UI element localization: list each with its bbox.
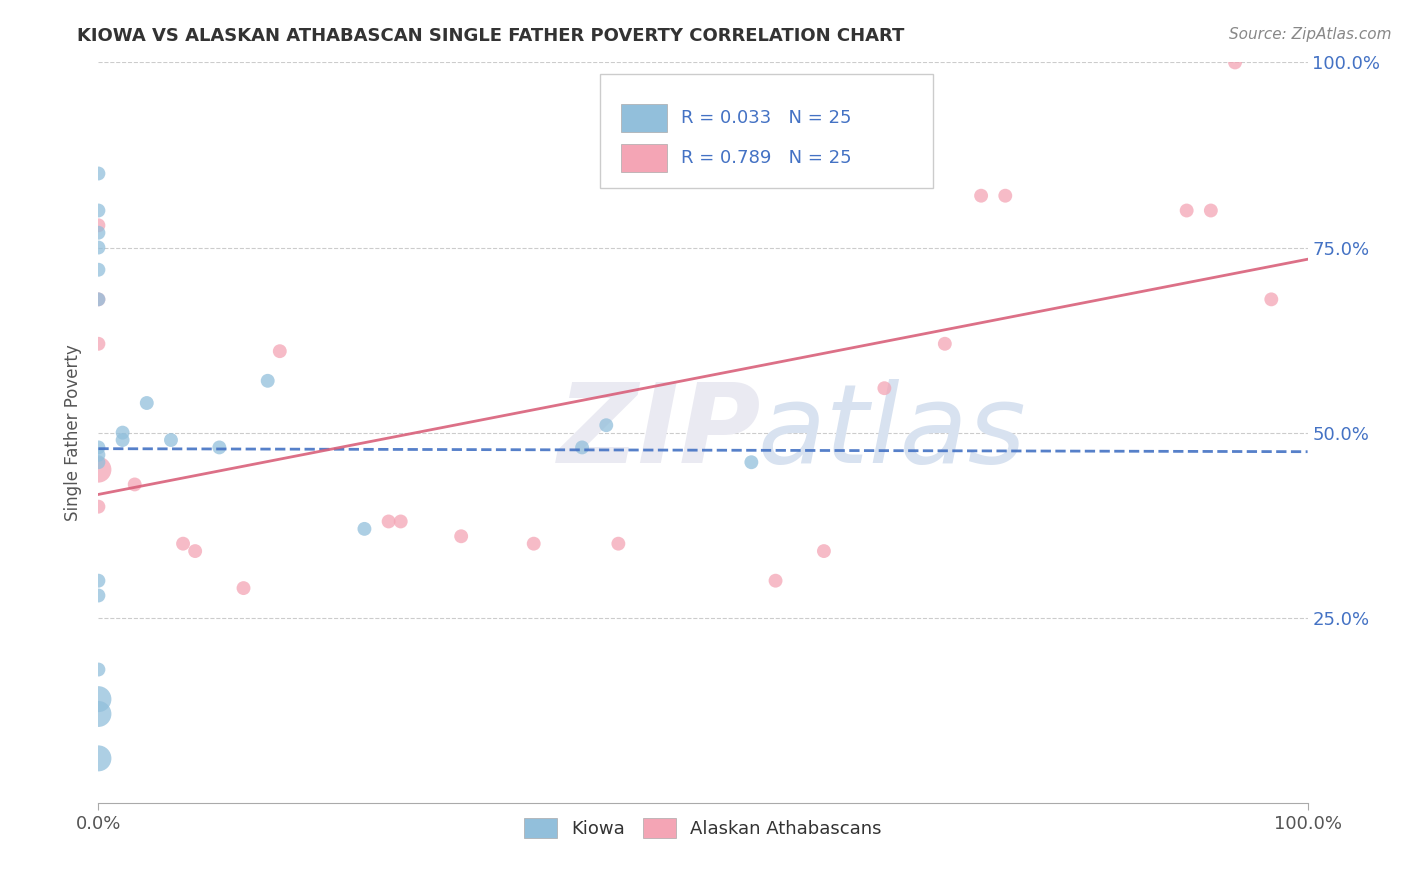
FancyBboxPatch shape [600, 73, 932, 188]
Point [87, 574, 110, 588]
Point [740, 455, 762, 469]
Point [256, 374, 278, 388]
Point [87, 203, 110, 218]
Point [232, 581, 254, 595]
Point [1175, 203, 1198, 218]
Text: atlas: atlas [758, 379, 1026, 486]
Point [87, 706, 110, 721]
Point [1223, 55, 1246, 70]
FancyBboxPatch shape [621, 104, 666, 132]
Point [87, 663, 110, 677]
Text: R = 0.789   N = 25: R = 0.789 N = 25 [682, 149, 852, 167]
Point [813, 544, 835, 558]
Point [353, 522, 375, 536]
Point [595, 418, 617, 433]
Point [450, 529, 472, 543]
Point [970, 188, 993, 202]
Point [87, 240, 110, 255]
Point [87, 448, 110, 462]
Point [269, 344, 291, 359]
Point [389, 515, 412, 529]
Point [87, 692, 110, 706]
Text: Source: ZipAtlas.com: Source: ZipAtlas.com [1229, 27, 1392, 42]
Point [994, 188, 1017, 202]
Point [377, 515, 399, 529]
Point [87, 219, 110, 233]
FancyBboxPatch shape [621, 144, 666, 172]
Point [87, 589, 110, 603]
Point [87, 455, 110, 469]
Point [160, 433, 183, 447]
Point [87, 500, 110, 514]
Point [571, 441, 593, 455]
Point [111, 425, 134, 440]
Point [124, 477, 146, 491]
Point [184, 544, 207, 558]
Y-axis label: Single Father Poverty: Single Father Poverty [65, 344, 83, 521]
Point [523, 536, 546, 550]
Point [1199, 203, 1222, 218]
Point [111, 433, 134, 447]
Text: ZIP: ZIP [558, 379, 762, 486]
Point [87, 293, 110, 307]
Point [135, 396, 157, 410]
Point [765, 574, 787, 588]
Point [873, 381, 896, 395]
Point [934, 336, 956, 351]
Point [208, 441, 231, 455]
Point [87, 751, 110, 765]
Point [607, 536, 630, 550]
Point [87, 293, 110, 307]
Point [87, 166, 110, 180]
Point [87, 226, 110, 240]
Text: KIOWA VS ALASKAN ATHABASCAN SINGLE FATHER POVERTY CORRELATION CHART: KIOWA VS ALASKAN ATHABASCAN SINGLE FATHE… [77, 27, 904, 45]
Point [172, 536, 194, 550]
Point [87, 441, 110, 455]
Point [87, 462, 110, 476]
Point [87, 336, 110, 351]
Point [1260, 293, 1282, 307]
Text: R = 0.033   N = 25: R = 0.033 N = 25 [682, 109, 852, 127]
Legend: Kiowa, Alaskan Athabascans: Kiowa, Alaskan Athabascans [517, 810, 889, 846]
Point [87, 262, 110, 277]
